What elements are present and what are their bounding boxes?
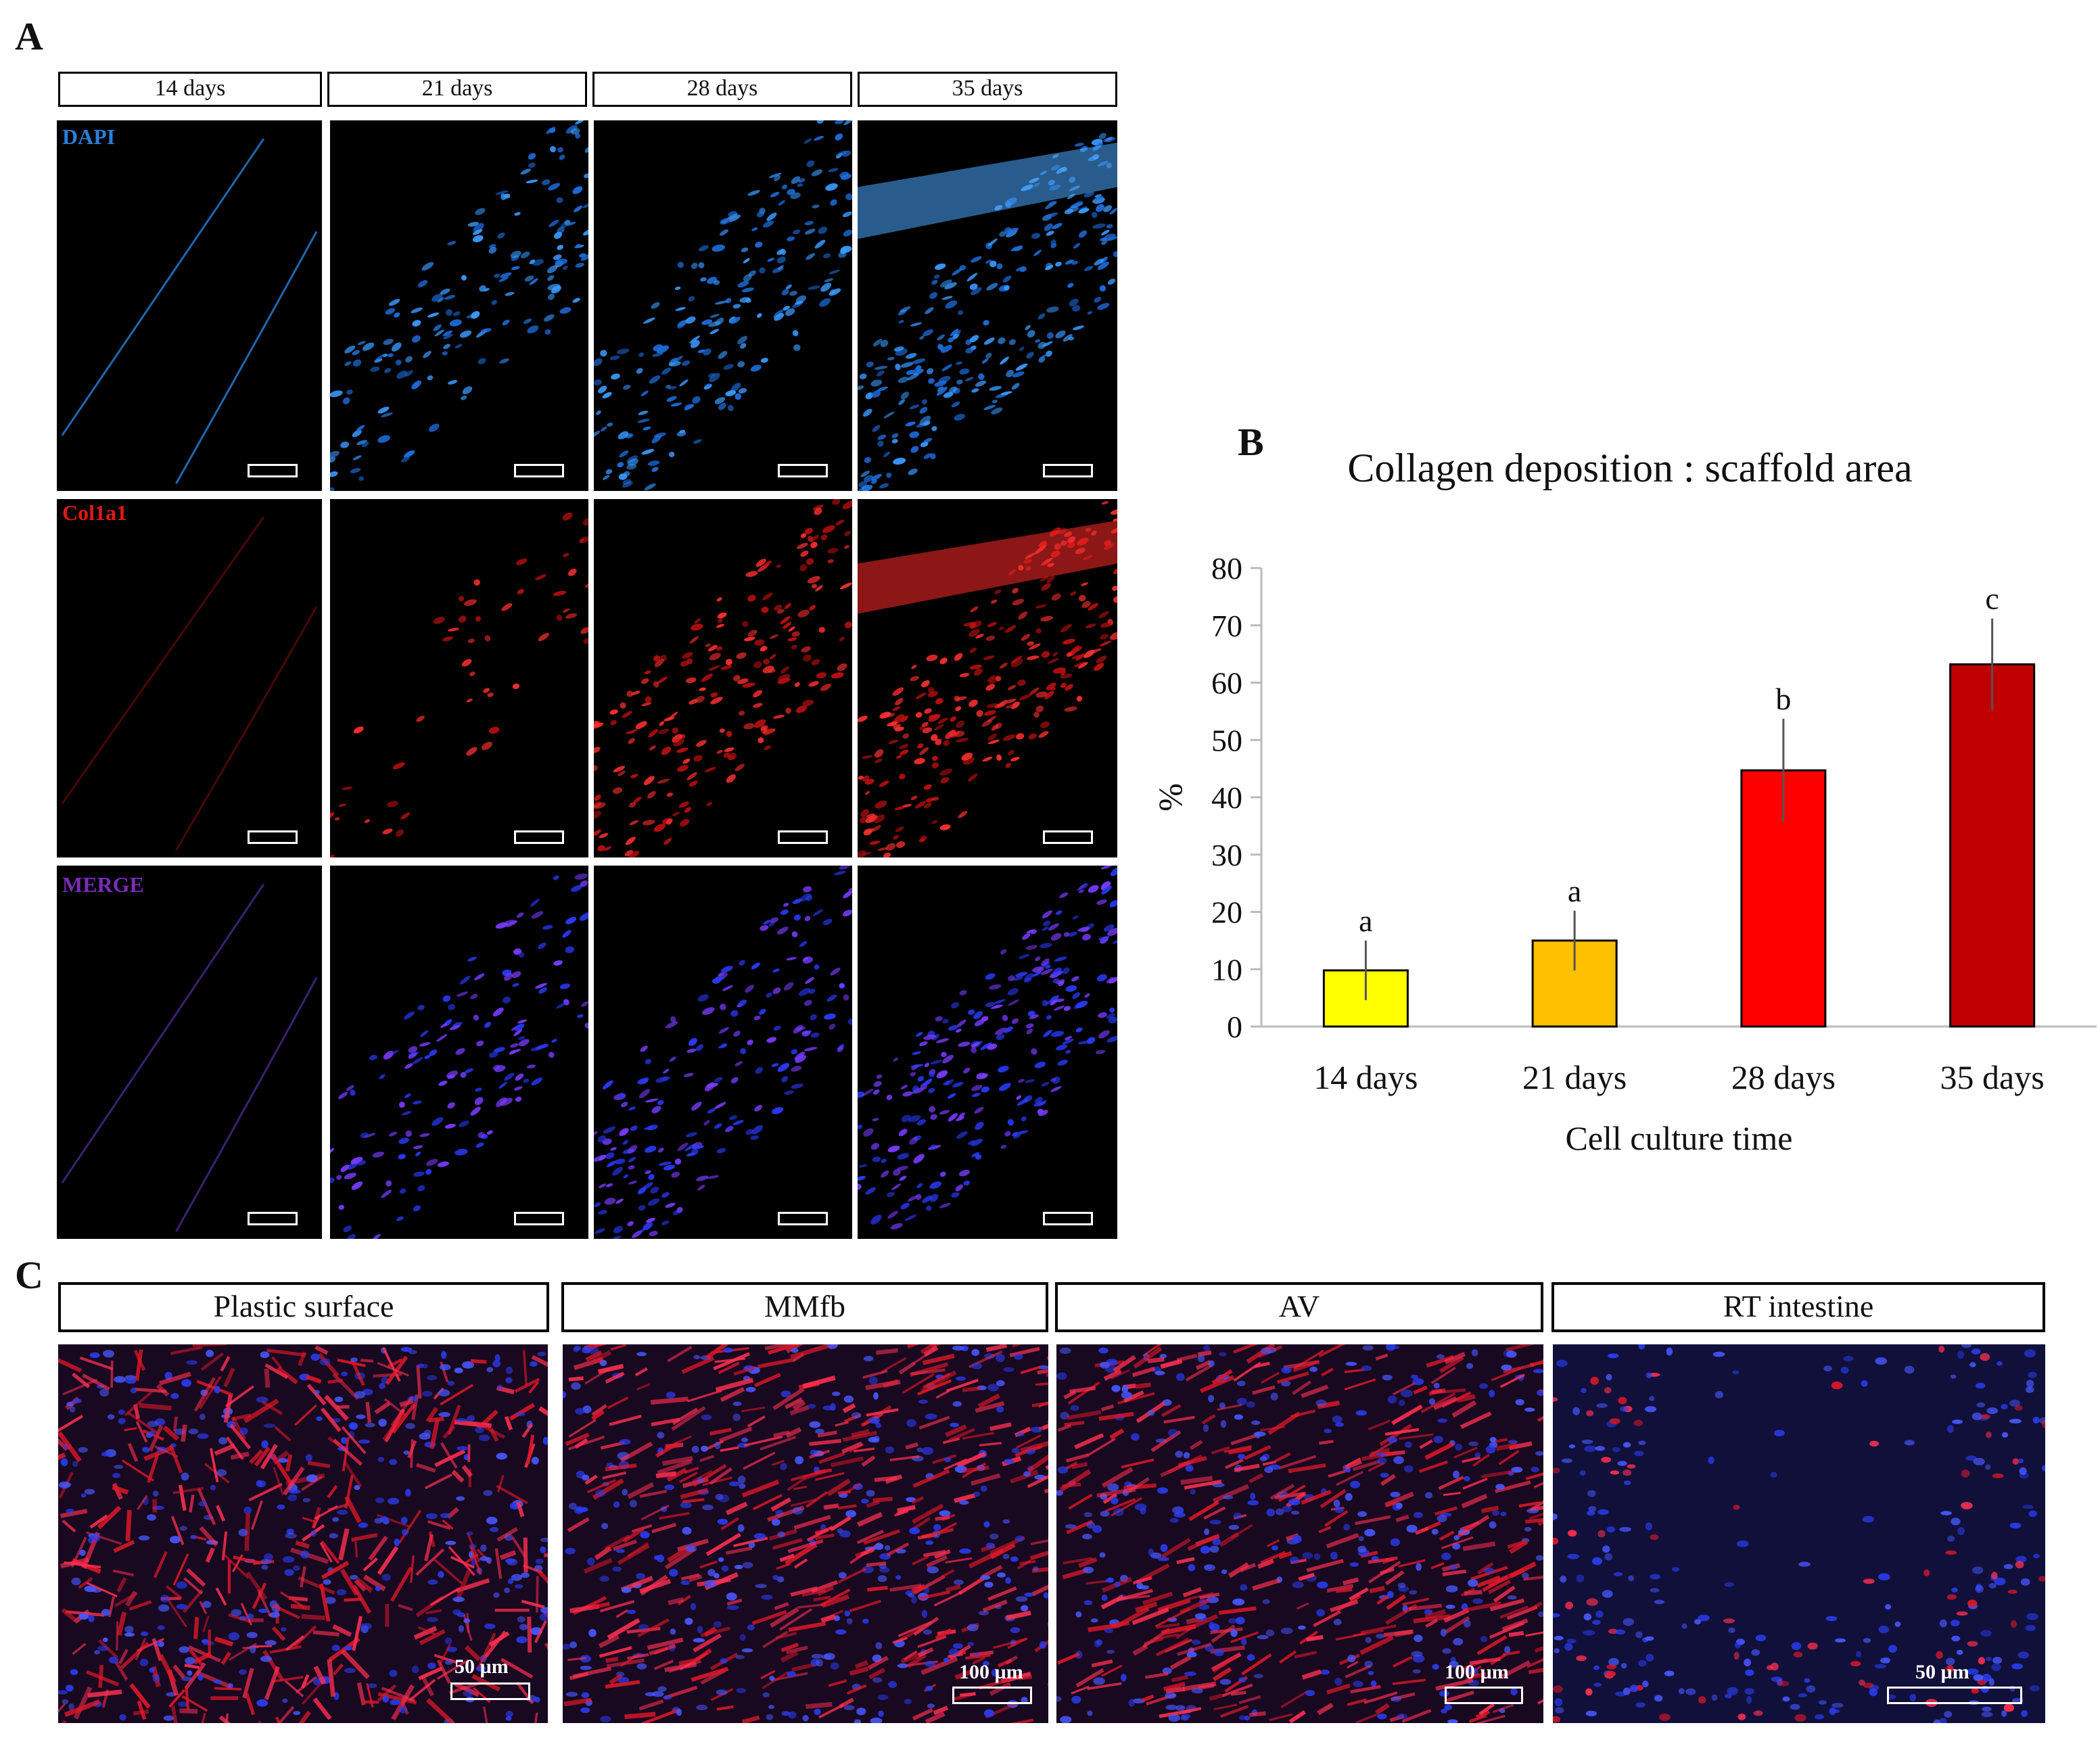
scale-label-av: 100 µm [1445,1661,1509,1683]
scale-bar [1043,1212,1093,1225]
scale-bar [952,1687,1032,1704]
y-tick-label: 20 [1211,895,1242,930]
significance-letter: a [1568,874,1581,908]
panel-label-c: C [15,1253,43,1297]
scale-bar [778,464,828,477]
scale-bar [248,1212,298,1225]
y-tick-label: 60 [1211,666,1242,701]
x-axis-label: Cell culture time [1565,1119,1792,1157]
y-tick-label: 10 [1211,952,1242,987]
scale-bar [1043,464,1093,477]
significance-letter: b [1775,682,1791,716]
y-tick-label: 40 [1211,780,1242,815]
scale-bar [778,1212,828,1225]
scale-bar [514,830,564,844]
y-axis-label: % [1151,783,1189,811]
micrograph-r2-c1 [57,499,322,857]
scale-bar [514,1212,564,1225]
scale-label-plastic: 50 µm [454,1655,509,1678]
channel-label-dapi: DAPI [62,124,116,149]
micrograph-r3-c3 [594,866,852,1239]
micrograph-r3-c2 [330,866,588,1239]
y-tick-label: 50 [1211,723,1242,757]
micrograph-r3-c1 [57,866,322,1239]
scale-bar [248,464,298,477]
scale-bar [450,1682,530,1700]
column-header-av: AV [1055,1282,1543,1332]
bar-35-days [1949,663,2036,1028]
y-tick-label: 70 [1211,609,1242,643]
micrograph-r1-c1 [57,120,322,491]
scale-bar [1043,830,1093,844]
column-header-14-days: 14 days [58,72,322,107]
micrograph-r1-c4 [858,120,1117,491]
y-tick-label: 80 [1211,551,1242,586]
micrograph-c-3 [1056,1344,1543,1723]
micrograph-c-4 [1553,1344,2045,1723]
x-tick-label: 35 days [1940,1058,2045,1096]
panel-label-a: A [15,14,43,58]
micrograph-r2-c2 [330,499,588,857]
micrograph-r2-c4 [858,499,1117,857]
micrograph-r3-c4 [858,866,1117,1239]
column-header-plastic-surface: Plastic surface [58,1282,549,1332]
x-tick-label: 21 days [1522,1058,1627,1096]
micrograph-c-1 [58,1344,548,1723]
scale-bar [1445,1687,1523,1704]
y-tick-label: 0 [1227,1010,1242,1044]
micrograph-c-2 [563,1344,1048,1723]
scale-label-rt-intestine: 50 µm [1915,1661,1969,1683]
column-header-rt-intestine: RT intestine [1551,1282,2045,1332]
x-tick-label: 28 days [1731,1058,1836,1096]
micrograph-r1-c2 [330,120,588,491]
channel-label-col1a1: Col1a1 [62,500,127,525]
significance-letter: c [1985,582,1999,616]
collagen-bar-chart: Collagen deposition : scaffold area % Ce… [1151,446,2097,1157]
scale-bar [778,830,828,844]
x-tick-label: 14 days [1313,1058,1418,1096]
column-header-mmfb: MMfb [561,1282,1048,1332]
micrograph-r2-c3 [594,499,852,857]
scale-bar [514,464,564,477]
column-header-21-days: 21 days [327,72,587,107]
scale-bar [248,830,298,844]
micrograph-r1-c3 [594,120,852,491]
y-tick-label: 30 [1211,838,1242,872]
channel-label-merge: MERGE [62,872,144,897]
column-header-35-days: 35 days [858,72,1117,107]
column-header-28-days: 28 days [592,72,852,107]
scale-bar [1887,1687,2022,1704]
chart-title: Collagen deposition : scaffold area [1347,446,1912,490]
scale-label-mmfb: 100 µm [959,1661,1023,1683]
panel-label-b: B [1238,420,1264,464]
significance-letter: a [1359,903,1372,938]
